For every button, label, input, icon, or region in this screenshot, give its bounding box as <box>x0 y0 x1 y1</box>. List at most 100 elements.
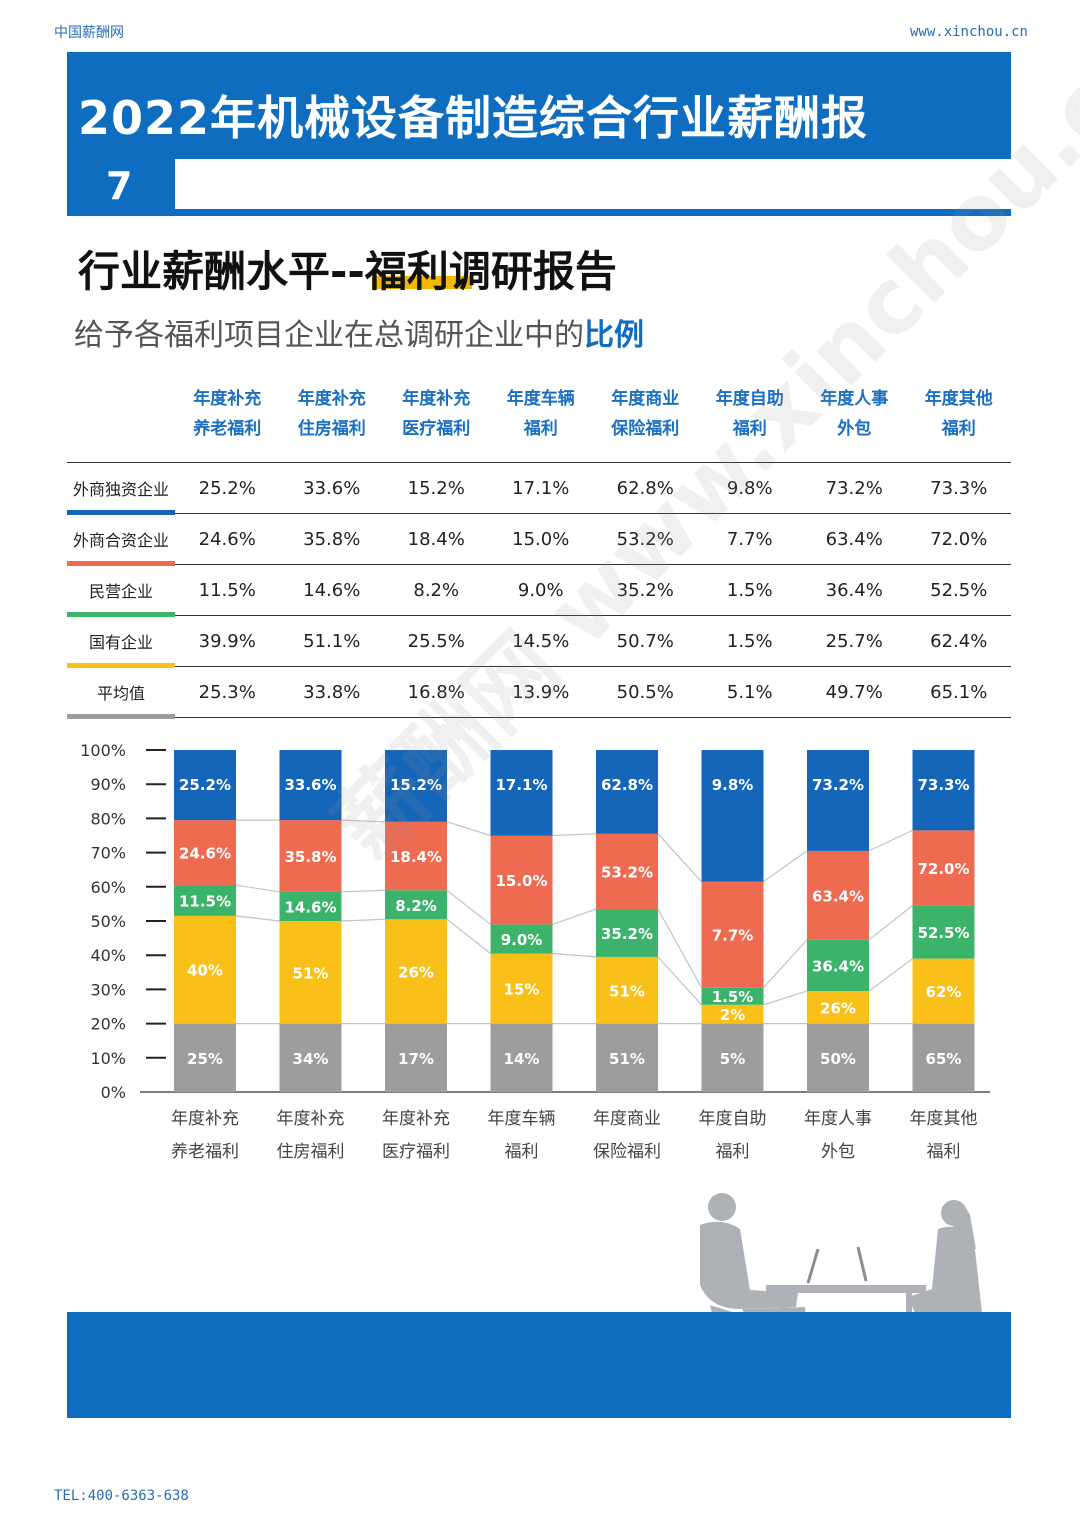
data-label: 11.5% <box>179 892 231 910</box>
connector-line <box>341 918 386 922</box>
bar-segment <box>807 750 869 851</box>
title-highlight <box>372 276 472 289</box>
data-label: 15.2% <box>390 776 442 794</box>
data-label: 26% <box>398 963 434 981</box>
table-cell: 15.0% <box>488 513 593 565</box>
y-tick-label: 70% <box>90 844 126 863</box>
site-url[interactable]: www.xinchou.cn <box>909 24 1028 40</box>
table-column-header: 年度补充 医疗福利 <box>402 389 471 439</box>
table-cell: 25.3% <box>175 666 280 718</box>
connector-line <box>341 819 386 823</box>
title-underline <box>67 209 1011 216</box>
data-label: 51% <box>609 1050 645 1068</box>
table-column-header: 年度其他 福利 <box>924 389 993 439</box>
y-tick-label: 0% <box>101 1083 126 1102</box>
data-label: 50% <box>820 1050 856 1068</box>
x-tick-label: 福利 <box>716 1142 750 1162</box>
bar-segment <box>385 750 447 822</box>
table-cell: 17.1% <box>488 462 593 514</box>
x-tick-label: 住房福利 <box>277 1142 345 1162</box>
data-label: 73.3% <box>917 776 969 794</box>
bar-segment <box>701 1004 764 1024</box>
x-tick-label: 年度商业 <box>593 1109 661 1129</box>
data-label: 26% <box>820 999 856 1017</box>
x-tick-label: 年度补充 <box>277 1109 345 1129</box>
data-label: 24.6% <box>179 845 231 863</box>
data-label: 15% <box>504 981 540 999</box>
bottom-band <box>67 1312 1011 1418</box>
bar-segment <box>701 1023 764 1092</box>
data-label: 14% <box>504 1050 540 1068</box>
data-label: 35.8% <box>284 848 336 866</box>
bar-segment <box>596 833 658 910</box>
bar-segment <box>279 891 342 921</box>
data-label: 35.2% <box>601 925 653 943</box>
connector-line <box>446 889 491 925</box>
data-label: 51% <box>609 982 645 1000</box>
data-label: 15.0% <box>495 872 547 890</box>
row-label: 民营企业 <box>67 564 175 617</box>
data-label: 33.6% <box>284 776 336 794</box>
bar-segment <box>174 885 236 916</box>
table-row: 民营企业 11.5% 14.6% 8.2% 9.0% 35.2% 1.5% 36.4% 52.5… <box>67 564 1011 617</box>
table-row: 外商独资企业 25.2% 33.6% 15.2% 17.1% 62.8% 9.8% 73.2%… <box>67 462 1011 515</box>
table-cell: 62.4% <box>906 615 1011 667</box>
x-tick-label: 外包 <box>821 1142 855 1162</box>
bar-segment <box>279 820 342 892</box>
table-cell: 33.6% <box>279 462 384 514</box>
bar-segment <box>807 939 869 992</box>
table-column-header: 年度补充 住房福利 <box>297 389 366 439</box>
data-label: 73.2% <box>812 776 864 794</box>
table-cell: 11.5% <box>175 564 280 616</box>
table-corner <box>67 384 175 463</box>
data-label: 65% <box>926 1050 962 1068</box>
connector-line <box>235 884 280 893</box>
table-cell: 73.3% <box>906 462 1011 514</box>
x-tick-label: 年度其他 <box>910 1109 978 1129</box>
connector-line <box>552 833 597 837</box>
table-cell: 24.6% <box>175 513 280 565</box>
row-color-bar <box>67 663 175 668</box>
bar-segment <box>912 905 975 959</box>
x-tick-label: 年度补充 <box>382 1109 450 1129</box>
table-cell: 52.5% <box>906 564 1011 616</box>
table-cell: 16.8% <box>384 666 489 718</box>
table-row: 国有企业 39.9% 51.1% 25.5% 14.5% 50.7% 1.5% 25.7% 62… <box>67 615 1011 668</box>
table-cell: 72.0% <box>906 513 1011 565</box>
page-number: 7 <box>106 164 133 208</box>
table-cell: 63.4% <box>802 513 907 565</box>
table-cell: 18.4% <box>384 513 489 565</box>
x-tick-label: 养老福利 <box>171 1142 239 1162</box>
x-tick-label: 医疗福利 <box>382 1142 450 1162</box>
bar-segment <box>385 919 447 1024</box>
x-tick-label: 福利 <box>505 1142 539 1162</box>
table-cell: 73.2% <box>802 462 907 514</box>
bar-segment <box>385 1023 447 1092</box>
data-label: 51% <box>293 964 329 982</box>
table-cell: 25.7% <box>802 615 907 667</box>
data-label: 17% <box>398 1050 434 1068</box>
y-tick-label: 10% <box>90 1049 126 1068</box>
bar-segment <box>596 909 658 957</box>
bar-segment <box>490 924 553 954</box>
table-header-row: 年度补充 养老福利 年度补充 住房福利 年度补充 医疗福利 年度车辆 福利 年度商业 保险… <box>67 384 1011 463</box>
bar-segment <box>912 750 975 831</box>
x-tick-label: 福利 <box>927 1142 961 1162</box>
table-cell: 5.1% <box>697 666 802 718</box>
data-label: 5% <box>720 1050 745 1068</box>
table-cell: 25.2% <box>175 462 280 514</box>
y-tick-label: 20% <box>90 1015 126 1034</box>
connector-line <box>657 833 702 883</box>
bar-segment <box>279 921 342 1024</box>
y-tick-label: 30% <box>90 980 126 999</box>
table-cell: 7.7% <box>697 513 802 565</box>
table-cell: 14.6% <box>279 564 384 616</box>
table-column-header: 年度商业 保险福利 <box>611 389 680 439</box>
bar-segment <box>490 1023 553 1092</box>
data-label: 8.2% <box>395 897 437 915</box>
section-title: 行业薪酬水平--福利调研报告 <box>78 247 617 296</box>
bar-segment <box>596 956 658 1024</box>
connector-line <box>763 990 808 1006</box>
y-tick-label: 80% <box>90 809 126 828</box>
table-cell: 25.5% <box>384 615 489 667</box>
